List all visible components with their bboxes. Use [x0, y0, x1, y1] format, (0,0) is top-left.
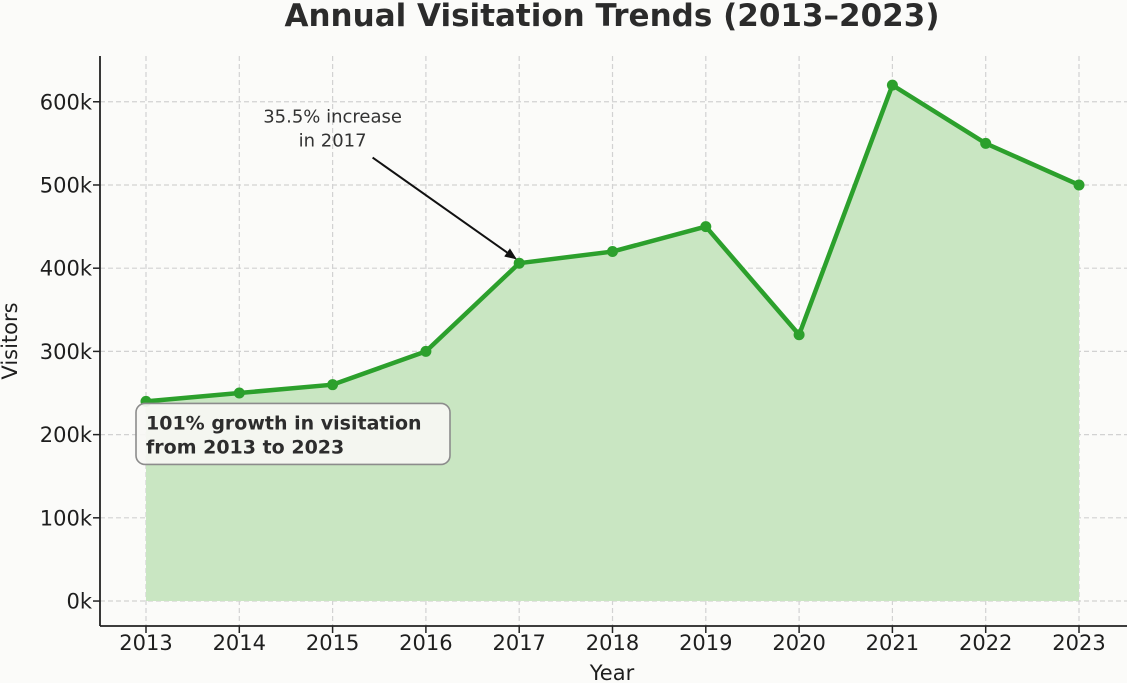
y-tick-label: 600k: [40, 90, 93, 114]
growth-callout-box: [135, 402, 451, 466]
data-point: [327, 379, 339, 391]
x-axis-label: Year: [589, 661, 635, 683]
y-tick-label: 0k: [66, 590, 92, 614]
x-tick-label: 2014: [213, 631, 266, 655]
data-point: [980, 137, 992, 149]
data-points-layer: [140, 79, 1085, 407]
x-tick-label: 2021: [866, 631, 919, 655]
data-point: [1073, 179, 1085, 191]
x-tick-label: 2020: [772, 631, 825, 655]
y-tick-label: 400k: [40, 257, 93, 281]
axes: 0k 100k 200k 300k 400k 500k 600k 2013 2014 2015 20…: [40, 56, 1127, 655]
x-tick-label: 2016: [399, 631, 452, 655]
x-tick-label: 2017: [492, 631, 545, 655]
x-tick-label: 2013: [119, 631, 172, 655]
x-tick-label: 2023: [1052, 631, 1105, 655]
growth-callout-text: from 2013 to 2023: [146, 436, 344, 458]
x-tick-label: 2022: [959, 631, 1012, 655]
annotations: 35.5% increase in 2017 101% growth in visi…: [135, 107, 517, 466]
y-axis-label: Visitors: [0, 302, 22, 379]
data-point: [420, 345, 432, 357]
annotation-arrow: [372, 156, 517, 260]
chart-title: Annual Visitation Trends (2013–2023): [285, 0, 940, 34]
y-tick-label: 300k: [40, 340, 93, 364]
y-tick-label: 200k: [40, 423, 93, 447]
data-point: [700, 221, 712, 233]
x-tick-label: 2015: [306, 631, 359, 655]
data-point: [793, 329, 805, 341]
data-point: [607, 246, 618, 258]
x-tick-label: 2019: [679, 631, 732, 655]
data-point: [886, 79, 898, 91]
y-tick-label: 500k: [40, 173, 93, 197]
x-tick-label: 2018: [586, 631, 639, 655]
y-tick-label: 100k: [40, 506, 93, 530]
data-point: [513, 257, 525, 269]
data-point: [233, 387, 245, 399]
annotation-text: in 2017: [299, 131, 367, 152]
annotation-text: 35.5% increase: [263, 107, 402, 128]
growth-callout-text: 101% growth in visitation: [146, 412, 422, 434]
